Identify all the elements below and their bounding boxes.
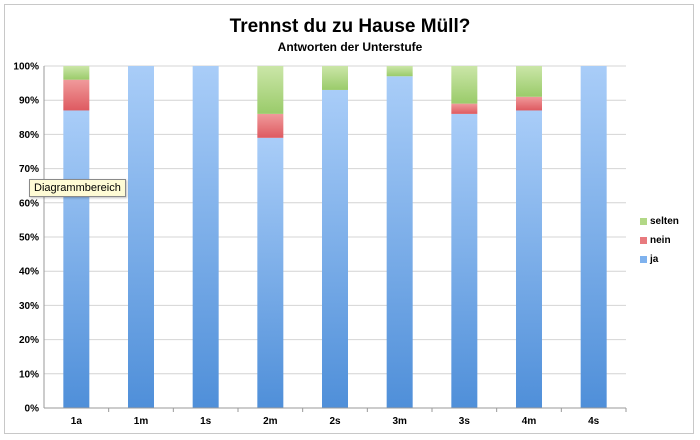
- bar-selten-3m[interactable]: [386, 66, 413, 77]
- x-tick-label: 4m: [522, 416, 537, 427]
- x-tick-label: 1s: [200, 416, 212, 427]
- chart-subtitle: Antworten der Unterstufe: [277, 40, 423, 54]
- y-tick-label: 90%: [19, 96, 39, 107]
- x-tick-label: 1a: [71, 416, 83, 427]
- bar-selten-3s[interactable]: [451, 66, 478, 104]
- x-tick-label: 2m: [263, 416, 278, 427]
- bar-ja-3m[interactable]: [386, 76, 413, 408]
- tooltip: Diagrammbereich: [29, 179, 126, 197]
- bar-nein-3s[interactable]: [451, 103, 478, 114]
- y-tick-label: 80%: [19, 130, 39, 141]
- x-tick-label: 3m: [392, 416, 407, 427]
- bar-selten-2m[interactable]: [257, 66, 284, 114]
- y-tick-label: 30%: [19, 301, 39, 312]
- legend-swatch-ja: [640, 256, 647, 263]
- legend-label-selten: selten: [650, 216, 679, 227]
- y-tick-label: 50%: [19, 233, 39, 244]
- bar-nein-1a[interactable]: [63, 79, 90, 111]
- x-tick-label: 1m: [134, 416, 149, 427]
- bar-ja-4m[interactable]: [516, 110, 542, 409]
- y-tick-label: 70%: [19, 164, 39, 175]
- bar-ja-1m[interactable]: [128, 66, 154, 408]
- y-tick-label: 40%: [19, 267, 39, 278]
- bar-ja-1a[interactable]: [63, 110, 90, 409]
- bar-selten-4m[interactable]: [516, 66, 542, 97]
- bar-ja-1s[interactable]: [192, 66, 219, 408]
- bar-ja-2s[interactable]: [322, 89, 348, 408]
- y-tick-label: 10%: [19, 369, 39, 380]
- bar-ja-3s[interactable]: [451, 113, 478, 408]
- bar-selten-1a[interactable]: [63, 66, 90, 80]
- bar-nein-2m[interactable]: [257, 113, 284, 138]
- x-tick-label: 2s: [329, 416, 341, 427]
- y-tick-label: 100%: [13, 62, 39, 73]
- chart-title: Trennst du zu Hause Müll?: [229, 16, 471, 37]
- legend-swatch-selten: [640, 218, 647, 225]
- legend-label-ja: ja: [649, 254, 659, 265]
- bar-ja-2m[interactable]: [257, 137, 284, 408]
- y-tick-label: 20%: [19, 335, 39, 346]
- y-tick-label: 60%: [19, 198, 39, 209]
- bar-nein-4m[interactable]: [516, 96, 542, 111]
- x-tick-label: 3s: [459, 416, 471, 427]
- x-tick-label: 4s: [588, 416, 600, 427]
- chart-frame: [4, 4, 694, 434]
- y-tick-label: 0%: [25, 404, 40, 415]
- bar-ja-4s[interactable]: [580, 66, 607, 408]
- bar-selten-2s[interactable]: [322, 66, 348, 90]
- legend-swatch-nein: [640, 237, 647, 244]
- legend-label-nein: nein: [650, 235, 671, 246]
